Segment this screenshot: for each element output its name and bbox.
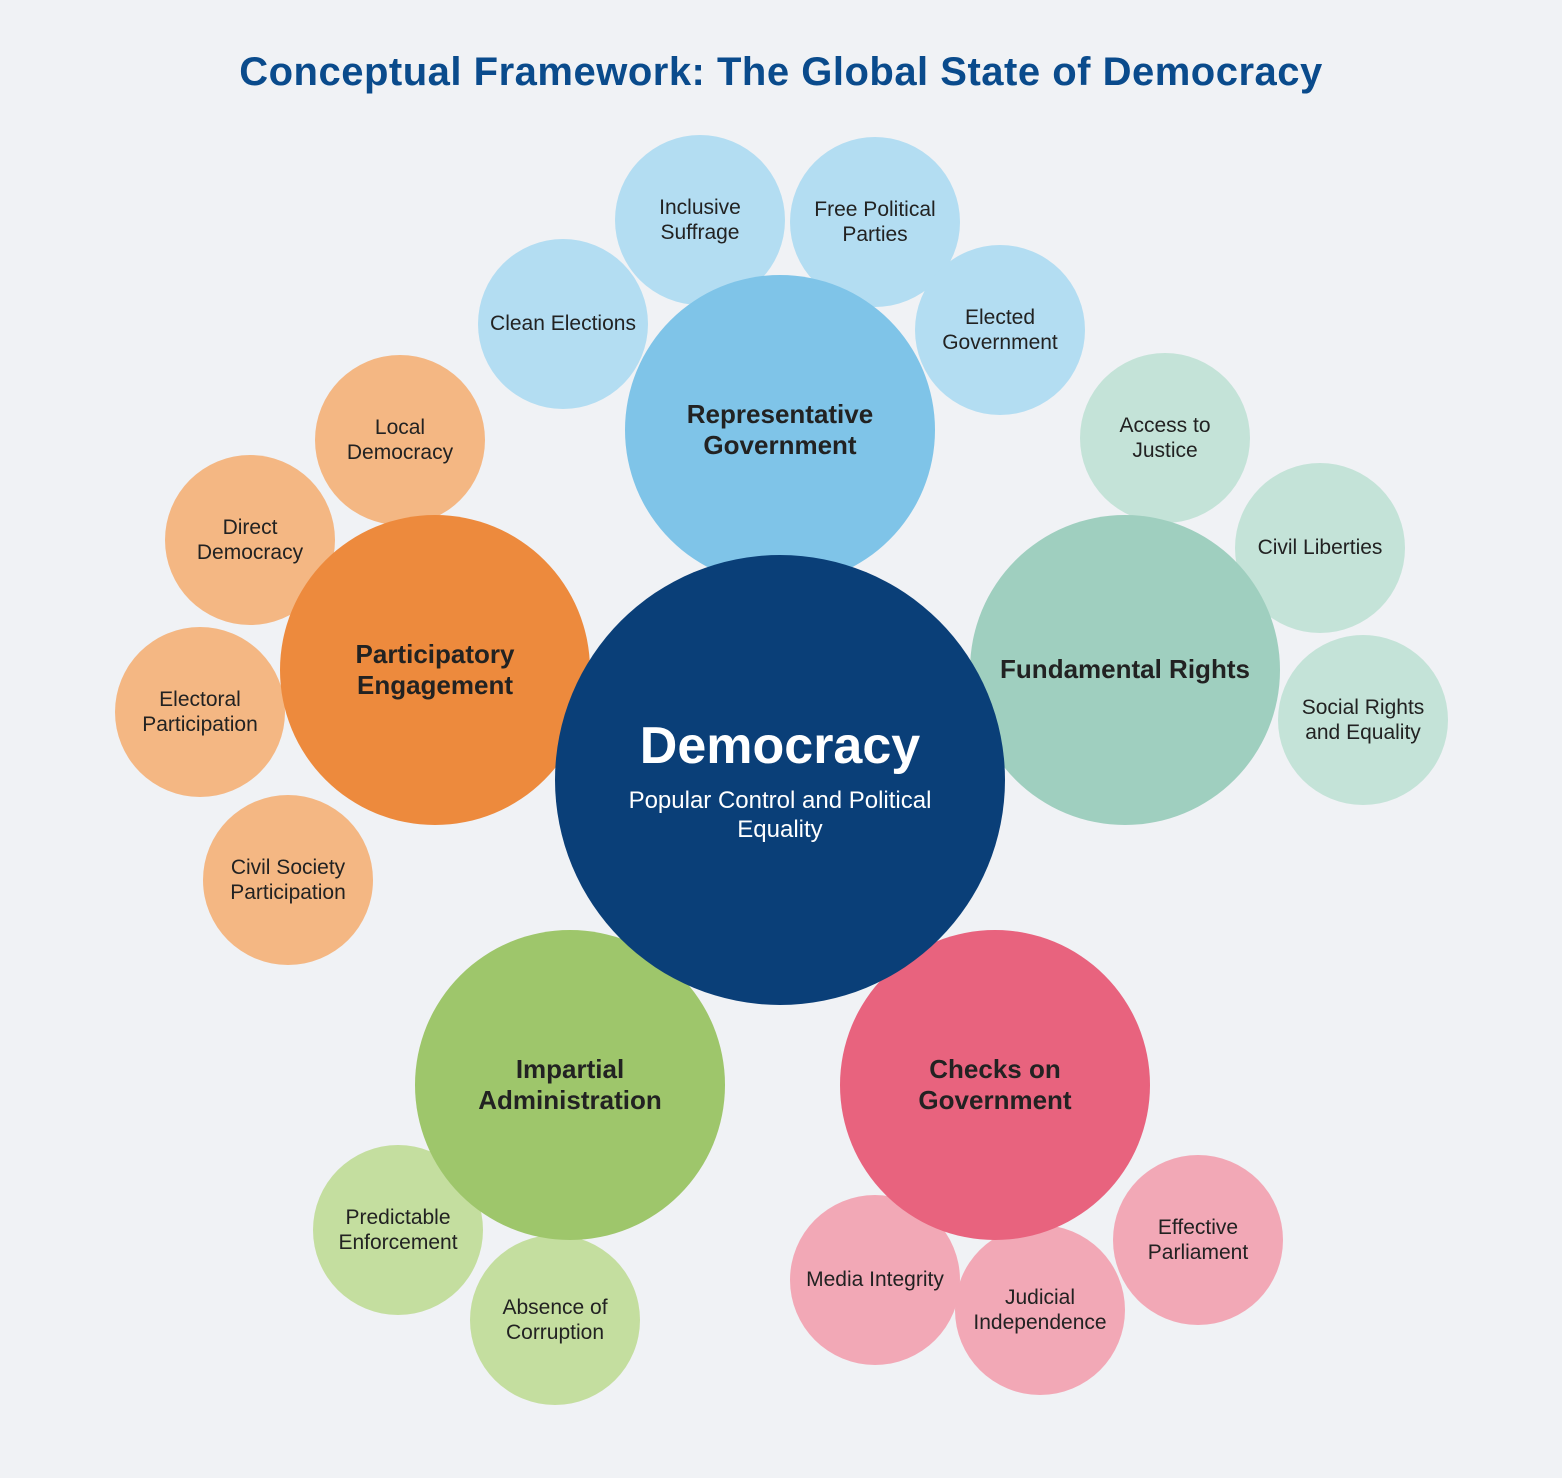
diagram-title: Conceptual Framework: The Global State o… — [0, 50, 1562, 95]
center-circle: Democracy Popular Control and Political E… — [555, 555, 1005, 1005]
attr-social-rights: Social Rights and Equality — [1278, 635, 1448, 805]
attr-label-clean-elections: Clean Elections — [482, 311, 644, 336]
attr-label-inclusive-suffrage: Inclusive Suffrage — [615, 195, 785, 245]
center-title: Democracy — [640, 715, 920, 777]
attr-label-local-dem: Local Democracy — [315, 415, 485, 465]
attr-label-social-rights: Social Rights and Equality — [1278, 695, 1448, 745]
attr-label-free-parties: Free Political Parties — [790, 197, 960, 247]
attr-eff-parliament: Effective Parliament — [1113, 1155, 1283, 1325]
attr-label-eff-parliament: Effective Parliament — [1113, 1215, 1283, 1265]
attr-absence-corr: Absence of Corruption — [470, 1235, 640, 1405]
attr-elected-gov: Elected Government — [915, 245, 1085, 415]
attr-access-justice: Access to Justice — [1080, 353, 1250, 523]
attr-label-civil-society: Civil Society Participation — [203, 855, 373, 905]
diagram-canvas: Conceptual Framework: The Global State o… — [0, 0, 1562, 1478]
pillar-fund-rights: Fundamental Rights — [970, 515, 1280, 825]
attr-local-dem: Local Democracy — [315, 355, 485, 525]
pillar-label-impartial-admin: Impartial Administration — [415, 1054, 725, 1116]
attr-label-predictable-enf: Predictable Enforcement — [313, 1205, 483, 1255]
pillar-label-checks-gov: Checks on Government — [840, 1054, 1150, 1116]
attr-clean-elections: Clean Elections — [478, 239, 648, 409]
pillar-participatory: Participatory Engagement — [280, 515, 590, 825]
attr-label-electoral-part: Electoral Participation — [115, 687, 285, 737]
attr-label-absence-corr: Absence of Corruption — [470, 1295, 640, 1345]
center-subtitle: Popular Control and Political Equality — [555, 787, 1005, 845]
pillar-rep-gov: Representative Government — [625, 275, 935, 585]
attr-label-elected-gov: Elected Government — [915, 305, 1085, 355]
pillar-label-rep-gov: Representative Government — [625, 399, 935, 461]
attr-label-access-justice: Access to Justice — [1080, 413, 1250, 463]
pillar-label-participatory: Participatory Engagement — [280, 639, 590, 701]
attr-label-civil-liberties: Civil Liberties — [1250, 535, 1391, 560]
attr-label-direct-dem: Direct Democracy — [165, 515, 335, 565]
attr-electoral-part: Electoral Participation — [115, 627, 285, 797]
attr-label-media-integrity: Media Integrity — [798, 1267, 952, 1292]
attr-civil-society: Civil Society Participation — [203, 795, 373, 965]
attr-label-judicial-ind: Judicial Independence — [955, 1285, 1125, 1335]
pillar-label-fund-rights: Fundamental Rights — [980, 654, 1270, 685]
attr-judicial-ind: Judicial Independence — [955, 1225, 1125, 1395]
